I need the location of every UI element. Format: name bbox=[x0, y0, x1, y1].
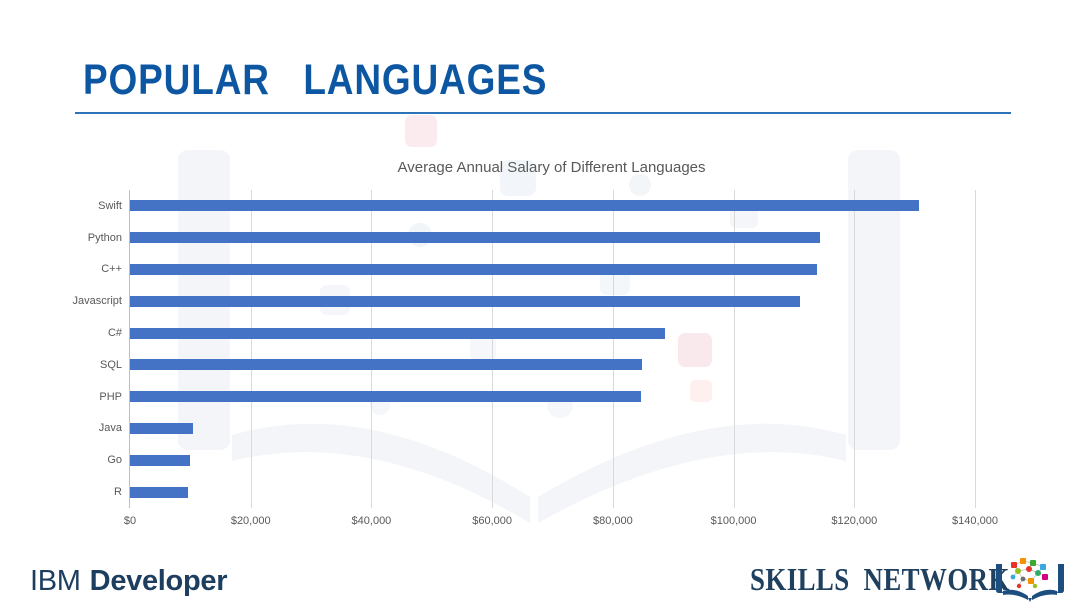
category-label: C# bbox=[107, 327, 122, 340]
category-label: C++ bbox=[101, 263, 122, 276]
gridline bbox=[612, 190, 614, 508]
x-tick-label: $100,000 bbox=[710, 515, 757, 527]
bar-row bbox=[130, 444, 975, 476]
bar-row bbox=[130, 317, 975, 349]
bar-PHP bbox=[130, 391, 642, 403]
x-tick-label: $20,000 bbox=[230, 515, 271, 527]
bar-Javascript bbox=[130, 295, 800, 307]
bar-row bbox=[130, 349, 975, 381]
bar-R bbox=[130, 486, 188, 498]
plot-area: Swift Python C++ Javascript C# SQL PHP Java Go R … bbox=[72, 190, 998, 527]
bar-row bbox=[130, 254, 975, 286]
category-label: Go bbox=[107, 454, 122, 467]
category-label: R bbox=[114, 486, 122, 499]
bar-row bbox=[130, 285, 975, 317]
x-tick-label: $140,000 bbox=[952, 515, 998, 527]
bar-Python bbox=[130, 232, 821, 244]
bar-row bbox=[130, 413, 975, 445]
gridline bbox=[854, 190, 856, 508]
bar-row bbox=[130, 476, 975, 508]
skills-network-wordmark: SKILLS NETWORK bbox=[750, 561, 1010, 597]
bar-Java bbox=[130, 422, 193, 434]
x-tick-label: $80,000 bbox=[592, 515, 633, 527]
category-label: Javascript bbox=[72, 295, 122, 308]
title-underline bbox=[75, 112, 1011, 114]
bar-Go bbox=[130, 454, 190, 466]
x-axis-ticks: $0 $20,000 $40,000 $60,000 $80,000 $100,000 $1… bbox=[124, 515, 998, 531]
bar-C# bbox=[130, 327, 666, 339]
bar-row bbox=[130, 222, 975, 254]
category-label: Python bbox=[87, 231, 122, 244]
bar-row bbox=[130, 381, 975, 413]
bar-Swift bbox=[130, 200, 920, 212]
category-label: SQL bbox=[99, 358, 122, 371]
page-title: POPULAR LANGUAGES bbox=[83, 56, 548, 104]
gridline bbox=[371, 190, 373, 508]
ibm-brand-text: IBM bbox=[30, 565, 81, 597]
bar-SQL bbox=[130, 359, 642, 371]
x-tick-label: $40,000 bbox=[351, 515, 392, 527]
category-label: PHP bbox=[99, 390, 122, 403]
x-tick-label: $0 bbox=[123, 515, 137, 527]
bar-C++ bbox=[130, 263, 818, 275]
x-tick-label: $60,000 bbox=[472, 515, 513, 527]
gridline bbox=[975, 190, 976, 508]
gridline bbox=[733, 190, 735, 508]
category-labels: Swift Python C++ Javascript C# SQL PHP Java Go R bbox=[12, 190, 122, 508]
skills-network-logo-icon bbox=[996, 558, 1064, 602]
ibm-product-text: Developer bbox=[89, 565, 228, 597]
ibm-developer-wordmark: IBM Developer bbox=[30, 565, 228, 598]
chart-title: Average Annual Salary of Different Langu… bbox=[397, 159, 706, 176]
bar-row bbox=[130, 190, 975, 222]
gridline bbox=[250, 190, 252, 508]
x-tick-label: $120,000 bbox=[831, 515, 878, 527]
category-label: Java bbox=[98, 422, 122, 435]
category-label: Swift bbox=[98, 199, 122, 212]
